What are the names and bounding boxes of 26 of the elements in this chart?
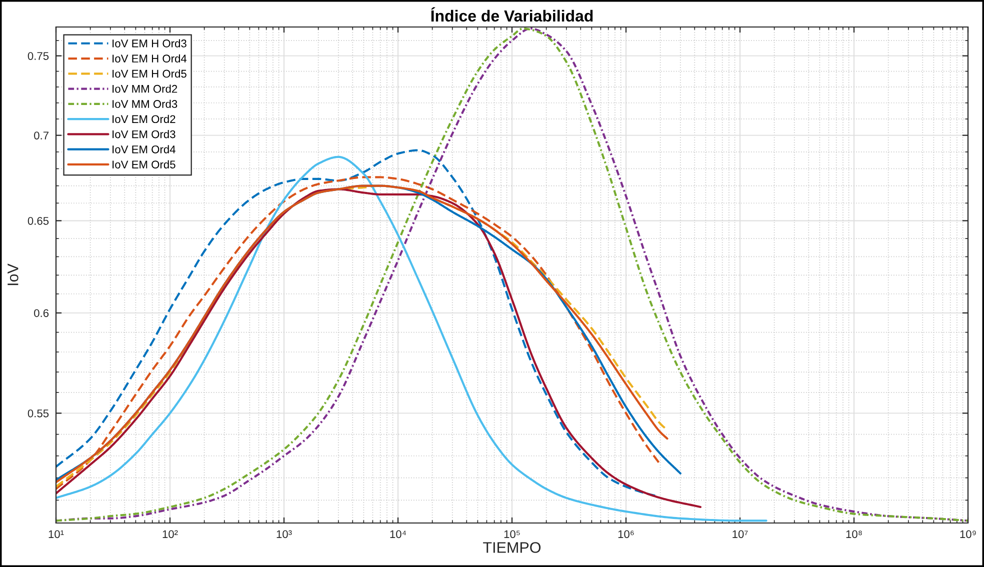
y-axis-title: IoV <box>8 264 18 286</box>
x-tick-label: 10³ <box>276 530 292 538</box>
y-tick-label: 0.75 <box>28 52 49 60</box>
x-tick-label: 10⁹ <box>960 530 976 538</box>
x-axis-title: TIEMPO <box>483 542 541 553</box>
x-tick-label: 10⁶ <box>618 530 634 538</box>
y-tick-label: 0.55 <box>28 409 49 418</box>
y-tick-label: 0.7 <box>34 132 48 140</box>
y-tick-label: 0.65 <box>28 216 49 225</box>
legend-label: IoV EM Ord5 <box>112 160 176 168</box>
chart-title: Índice de Variabilidad <box>431 7 593 22</box>
legend-label: IoV EM Ord3 <box>112 130 176 138</box>
legend-label: IoV EM H Ord3 <box>112 39 186 48</box>
x-tick-label: 10⁸ <box>846 530 862 538</box>
x-tick-label: 10² <box>162 530 178 538</box>
legend-label: IoV EM H Ord5 <box>112 69 186 78</box>
x-tick-label: 10⁵ <box>504 530 520 538</box>
legend-label: IoV MM Ord3 <box>112 100 178 108</box>
x-tick-label: 10⁴ <box>390 530 406 538</box>
y-tick-label: 0.6 <box>34 309 49 318</box>
legend-label: IoV EM H Ord4 <box>112 54 187 63</box>
legend-label: IoV EM Ord2 <box>112 114 176 124</box>
legend-label: IoV MM Ord2 <box>112 84 178 93</box>
x-tick-label: 10⁷ <box>732 530 748 538</box>
x-tick-label: 10¹ <box>48 530 64 538</box>
legend-label: IoV EM Ord4 <box>112 145 176 154</box>
